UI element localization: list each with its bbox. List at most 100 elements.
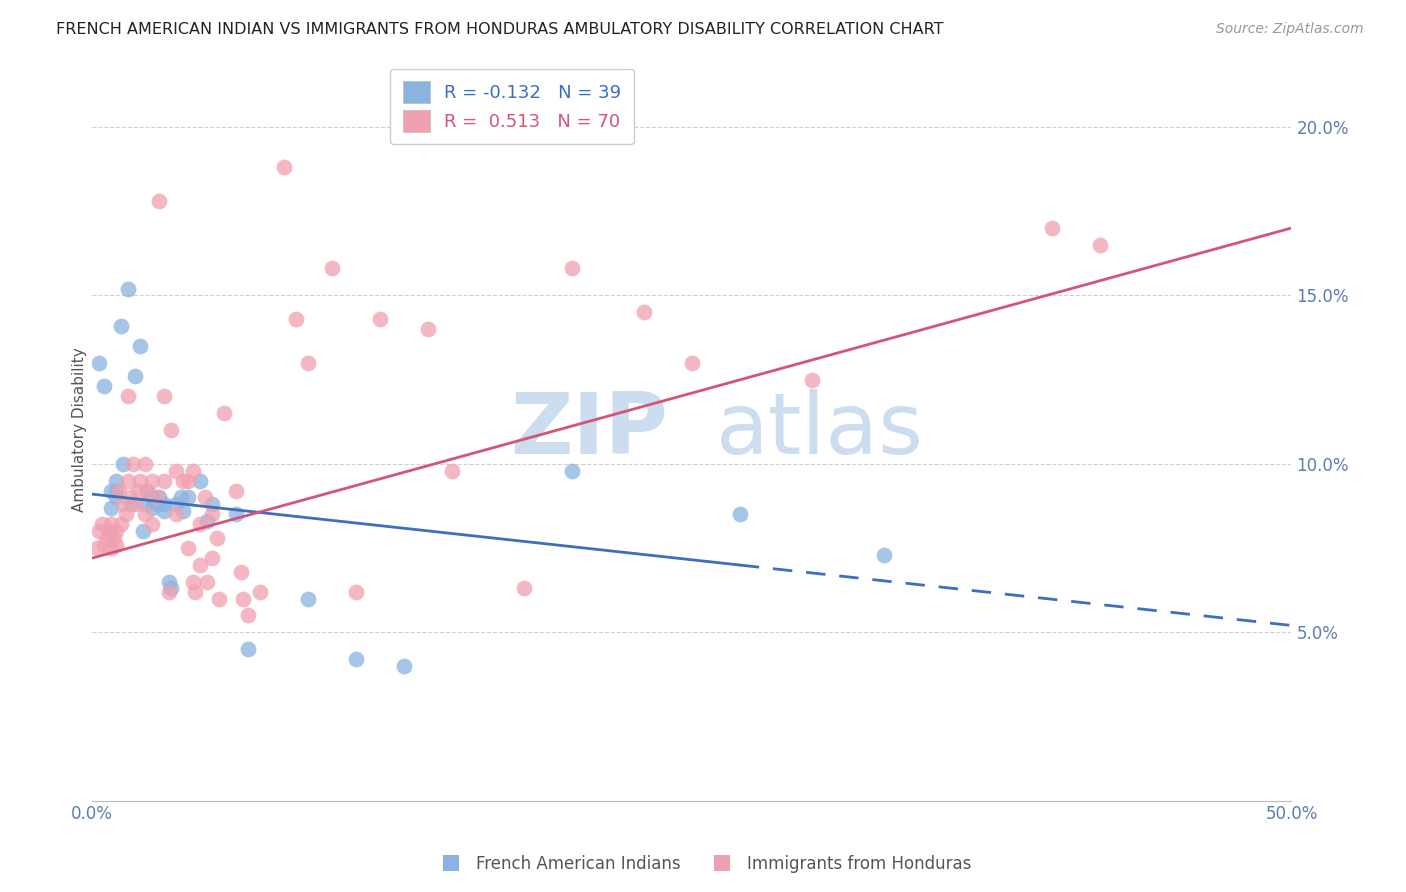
Point — [177, 491, 200, 505]
Point — [201, 551, 224, 566]
Point — [440, 463, 463, 477]
Point — [120, 497, 142, 511]
Point — [134, 508, 156, 522]
Point — [172, 474, 194, 488]
Point — [229, 565, 252, 579]
Point — [141, 517, 163, 532]
Point — [141, 474, 163, 488]
Point — [134, 497, 156, 511]
Point — [633, 305, 655, 319]
Point — [205, 531, 228, 545]
Text: FRENCH AMERICAN INDIAN VS IMMIGRANTS FROM HONDURAS AMBULATORY DISABILITY CORRELA: FRENCH AMERICAN INDIAN VS IMMIGRANTS FRO… — [56, 22, 943, 37]
Point — [273, 161, 295, 175]
Point — [148, 491, 170, 505]
Point — [225, 483, 247, 498]
Point — [513, 582, 536, 596]
Point — [184, 584, 207, 599]
Point — [236, 608, 259, 623]
Point — [172, 504, 194, 518]
Y-axis label: Ambulatory Disability: Ambulatory Disability — [72, 348, 87, 513]
Point — [105, 491, 128, 505]
Point — [112, 457, 135, 471]
Point — [160, 582, 183, 596]
Point — [561, 463, 583, 477]
Point — [165, 463, 187, 477]
Point — [212, 406, 235, 420]
Point — [208, 591, 231, 606]
Point — [249, 584, 271, 599]
Point — [129, 339, 152, 353]
Point — [105, 524, 128, 538]
Point — [188, 474, 211, 488]
Point — [195, 574, 218, 589]
Point — [392, 659, 415, 673]
Point — [188, 558, 211, 572]
Point — [160, 423, 183, 437]
Point — [117, 389, 139, 403]
Point — [321, 261, 343, 276]
Point — [1088, 238, 1111, 252]
Point — [141, 500, 163, 515]
Point — [110, 318, 132, 333]
Point — [96, 531, 118, 545]
Point — [110, 517, 132, 532]
Point — [232, 591, 254, 606]
Point — [120, 491, 142, 505]
Point — [681, 356, 703, 370]
Point — [107, 483, 129, 498]
Point — [124, 369, 146, 384]
Point — [93, 379, 115, 393]
Legend: R = -0.132   N = 39, R =  0.513   N = 70: R = -0.132 N = 39, R = 0.513 N = 70 — [389, 69, 634, 145]
Point — [122, 457, 145, 471]
Point — [165, 508, 187, 522]
Text: atlas: atlas — [716, 389, 924, 472]
Point — [201, 497, 224, 511]
Point — [146, 491, 169, 505]
Point — [157, 584, 180, 599]
Point — [297, 591, 319, 606]
Point — [153, 389, 176, 403]
Point — [1040, 221, 1063, 235]
Point — [561, 261, 583, 276]
Point — [146, 497, 169, 511]
Point — [90, 517, 112, 532]
Point — [112, 497, 135, 511]
Point — [297, 356, 319, 370]
Point — [93, 538, 115, 552]
Point — [344, 584, 367, 599]
Legend: French American Indians, Immigrants from Honduras: French American Indians, Immigrants from… — [427, 848, 979, 880]
Point — [103, 531, 125, 545]
Point — [98, 524, 121, 538]
Point — [86, 541, 108, 555]
Point — [136, 483, 159, 498]
Point — [89, 356, 111, 370]
Point — [236, 642, 259, 657]
Point — [148, 194, 170, 208]
Point — [134, 457, 156, 471]
Text: Source: ZipAtlas.com: Source: ZipAtlas.com — [1216, 22, 1364, 37]
Point — [165, 497, 187, 511]
Point — [195, 514, 218, 528]
Point — [177, 474, 200, 488]
Point — [177, 541, 200, 555]
Point — [153, 504, 176, 518]
Point — [153, 474, 176, 488]
Point — [800, 373, 823, 387]
Point — [188, 517, 211, 532]
Point — [170, 491, 193, 505]
Point — [181, 574, 204, 589]
Point — [201, 508, 224, 522]
Point — [344, 652, 367, 666]
Point — [105, 474, 128, 488]
Text: ZIP: ZIP — [510, 389, 668, 472]
Point — [153, 497, 176, 511]
Point — [117, 474, 139, 488]
Point — [141, 491, 163, 505]
Point — [131, 524, 153, 538]
Point — [100, 483, 122, 498]
Point — [89, 524, 111, 538]
Point — [100, 500, 122, 515]
Point — [105, 538, 128, 552]
Point — [225, 508, 247, 522]
Point — [129, 474, 152, 488]
